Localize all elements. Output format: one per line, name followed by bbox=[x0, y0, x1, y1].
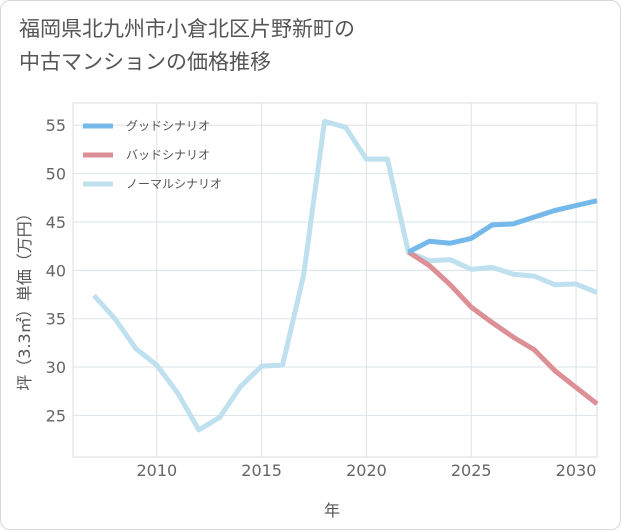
x-tick-label: 2030 bbox=[556, 461, 597, 480]
plot-area-border bbox=[72, 102, 598, 458]
y-tick-label: 25 bbox=[46, 406, 66, 425]
grid-lines bbox=[73, 103, 597, 457]
chart-title: 福岡県北九州市小倉北区片野新町の 中古マンションの価格推移 bbox=[19, 17, 355, 74]
x-tick-label: 2025 bbox=[451, 461, 492, 480]
y-tick-label: 50 bbox=[46, 165, 66, 184]
y-tick-label: 30 bbox=[46, 358, 66, 377]
y-tick-label: 55 bbox=[46, 116, 66, 135]
legend-label: ノーマルシナリオ bbox=[126, 177, 222, 191]
y-axis-label: 坪（3.3㎡）単価（万円） bbox=[15, 205, 34, 390]
y-tick-label: 35 bbox=[46, 310, 66, 329]
series-line-normal bbox=[92, 118, 598, 433]
series-line-good bbox=[407, 198, 598, 255]
y-tick-label: 45 bbox=[46, 213, 66, 232]
x-tick-label: 2010 bbox=[136, 461, 177, 480]
legend-label: グッドシナリオ bbox=[126, 119, 210, 133]
x-tick-label: 2020 bbox=[346, 461, 387, 480]
series-line-bad bbox=[407, 249, 599, 406]
legend-label: バッドシナリオ bbox=[126, 148, 210, 162]
x-axis-label: 年 bbox=[324, 501, 340, 520]
series-layer bbox=[92, 118, 599, 433]
y-tick-label: 40 bbox=[46, 261, 66, 280]
axis-ticks: 25 30 35 40 45 50 55 2010 2015 2020 2025 2030 bbox=[46, 116, 597, 480]
x-tick-label: 2015 bbox=[241, 461, 282, 480]
